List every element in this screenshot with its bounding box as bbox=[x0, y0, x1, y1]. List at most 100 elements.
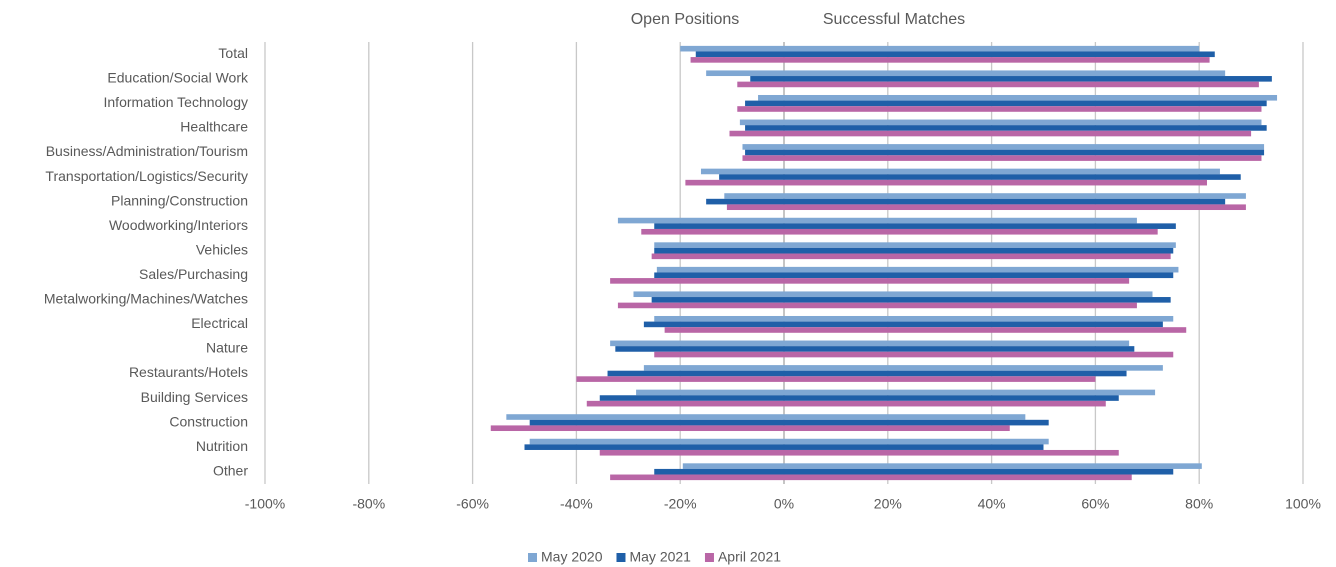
y-tick-label: Business/Administration/Tourism bbox=[46, 143, 248, 159]
bar bbox=[784, 468, 1174, 475]
bar bbox=[615, 346, 784, 352]
x-tick-label: 60% bbox=[1081, 496, 1109, 512]
bar bbox=[576, 376, 784, 382]
bar bbox=[784, 204, 1246, 211]
y-tick-label: Other bbox=[213, 462, 248, 478]
y-tick-label: Construction bbox=[169, 413, 248, 429]
bar bbox=[784, 45, 1200, 52]
bar bbox=[651, 297, 784, 303]
y-tick-label: Healthcare bbox=[180, 119, 248, 135]
bar bbox=[490, 425, 784, 432]
bar bbox=[524, 444, 784, 450]
bar bbox=[784, 217, 1137, 224]
bar bbox=[685, 179, 784, 186]
bar bbox=[737, 81, 784, 88]
x-tick-label: -60% bbox=[456, 496, 489, 512]
bar bbox=[654, 242, 784, 248]
bar bbox=[784, 198, 1226, 205]
bar bbox=[784, 130, 1252, 137]
y-tick-label: Information Technology bbox=[104, 94, 249, 110]
bar bbox=[654, 315, 784, 322]
x-tick-label: 40% bbox=[978, 496, 1006, 512]
bar bbox=[784, 144, 1265, 150]
x-tick-label: 20% bbox=[874, 496, 902, 512]
bar bbox=[784, 351, 1174, 358]
bar bbox=[784, 193, 1246, 199]
bar bbox=[654, 223, 784, 229]
bar bbox=[784, 414, 1026, 420]
bar bbox=[651, 253, 784, 260]
bar bbox=[599, 449, 784, 456]
annotation: Successful Matches bbox=[823, 11, 965, 28]
bar bbox=[784, 474, 1132, 481]
bar bbox=[784, 223, 1176, 229]
bar bbox=[784, 76, 1272, 82]
bar bbox=[784, 106, 1262, 112]
bar bbox=[784, 100, 1267, 107]
bar bbox=[784, 400, 1106, 407]
y-tick-label: Planning/Construction bbox=[111, 192, 248, 208]
bar bbox=[784, 395, 1119, 401]
bar bbox=[506, 414, 784, 420]
bar bbox=[656, 266, 784, 273]
y-tick-label: Nature bbox=[206, 340, 248, 356]
bar bbox=[784, 272, 1174, 279]
bar bbox=[633, 291, 784, 298]
y-tick-label: Restaurants/Hotels bbox=[129, 364, 248, 380]
bar bbox=[784, 425, 1010, 432]
bar bbox=[784, 376, 1096, 382]
legend-label: April 2021 bbox=[718, 549, 781, 565]
bar bbox=[758, 94, 784, 101]
bar bbox=[784, 266, 1179, 273]
bar bbox=[750, 76, 784, 82]
y-tick-label: Building Services bbox=[141, 389, 248, 405]
y-tick-label: Electrical bbox=[191, 315, 248, 331]
bar bbox=[664, 327, 784, 333]
bar bbox=[784, 315, 1174, 322]
bar bbox=[706, 198, 784, 205]
bar bbox=[610, 474, 784, 481]
legend-label: May 2020 bbox=[541, 549, 603, 565]
y-tick-label: Transportation/Logistics/Security bbox=[45, 168, 248, 184]
bar bbox=[745, 125, 784, 131]
bar bbox=[784, 70, 1226, 77]
y-tick-label: Metalworking/Machines/Watches bbox=[44, 291, 248, 307]
bar bbox=[729, 130, 784, 137]
bar bbox=[680, 45, 784, 52]
bar bbox=[599, 395, 784, 401]
bar bbox=[784, 179, 1207, 186]
bar bbox=[700, 168, 784, 175]
x-tick-label: -80% bbox=[352, 496, 385, 512]
bar bbox=[529, 419, 784, 426]
bar bbox=[784, 365, 1163, 371]
bar bbox=[784, 302, 1137, 309]
bar bbox=[726, 204, 784, 211]
bar bbox=[784, 370, 1127, 377]
legend-swatch bbox=[616, 553, 626, 562]
y-tick-label: Nutrition bbox=[196, 438, 248, 454]
bar bbox=[784, 125, 1267, 131]
y-tick-label: Total bbox=[218, 45, 248, 61]
bar bbox=[654, 468, 784, 475]
bar bbox=[784, 247, 1174, 254]
bar bbox=[784, 327, 1187, 333]
x-tick-label: 0% bbox=[774, 496, 794, 512]
bar bbox=[784, 463, 1202, 469]
bar bbox=[784, 253, 1171, 260]
y-tick-label: Sales/Purchasing bbox=[139, 266, 248, 282]
bar bbox=[617, 217, 784, 224]
annotation: Open Positions bbox=[631, 11, 740, 28]
x-tick-label: -20% bbox=[664, 496, 697, 512]
bar bbox=[654, 351, 784, 358]
bar bbox=[690, 57, 784, 63]
bar bbox=[784, 297, 1171, 303]
bar bbox=[739, 119, 784, 126]
bar bbox=[784, 449, 1119, 456]
legend-swatch bbox=[528, 553, 537, 562]
bar bbox=[742, 144, 784, 150]
bar bbox=[784, 346, 1135, 352]
bar bbox=[784, 228, 1158, 235]
bar bbox=[745, 149, 784, 156]
